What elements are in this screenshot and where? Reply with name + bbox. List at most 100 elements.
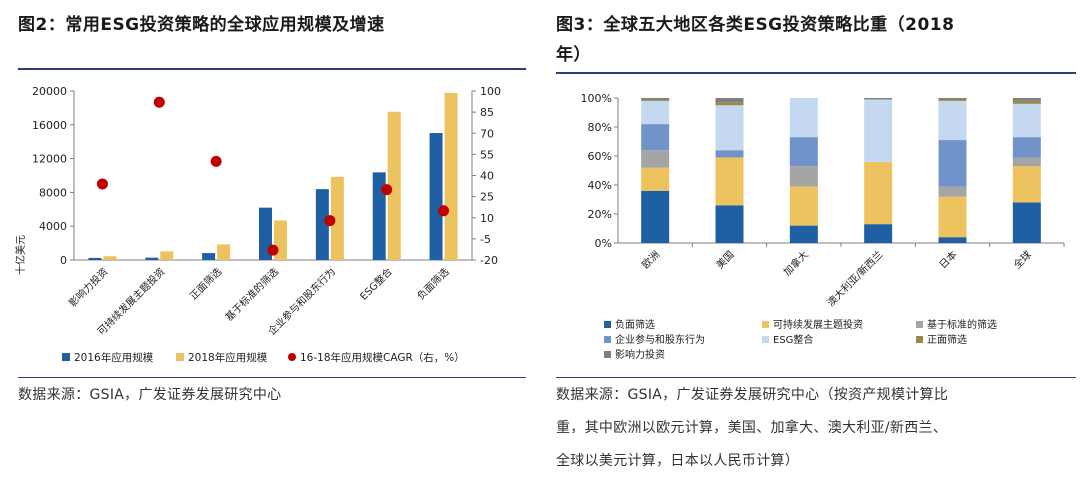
stacked-segment (1012, 157, 1041, 167)
y-tick-label: 80% (588, 121, 612, 134)
y-tick-label: 0% (595, 237, 612, 250)
stacked-segment (938, 140, 967, 187)
right-source-line-1: 数据来源：GSIA，广发证券发展研究中心（按资产规模计算比 (556, 387, 949, 403)
stacked-segment (938, 98, 967, 100)
stacked-segment (715, 105, 744, 151)
x-category-label: 影响力投资 (66, 265, 111, 310)
right-title-line-1: 图3：全球五大地区各类ESG投资策略比重（2018 (556, 15, 955, 35)
stacked-segment (1012, 166, 1041, 203)
right-y-tick-label: 70 (480, 127, 494, 140)
legend-swatch (762, 321, 769, 328)
legend-label: 2016年应用规模 (74, 351, 154, 364)
bar-2016 (145, 257, 159, 260)
stacked-segment (641, 99, 670, 101)
y-tick-label: 100% (581, 92, 612, 105)
x-category-label: 基于标准的筛选 (222, 265, 281, 324)
right-y-tick-label: 100 (480, 85, 501, 98)
stacked-segment (789, 186, 818, 226)
legend-label: 可持续发展主题投资 (773, 318, 863, 331)
left-y-tick-label: 16000 (32, 119, 67, 132)
right-title-line-2: 年） (556, 45, 591, 65)
legend-swatch (762, 336, 769, 343)
stacked-segment (1012, 202, 1041, 243)
bar-2018 (103, 256, 117, 260)
y-tick-label: 40% (588, 179, 612, 192)
cagr-dot (267, 244, 279, 256)
legend-swatch (288, 353, 296, 361)
stacked-segment (938, 99, 967, 101)
legend-swatch (604, 321, 611, 328)
stacked-segment (1012, 100, 1041, 104)
legend-label: 正面筛选 (927, 333, 967, 346)
x-category-label: 澳大利亚/新西兰 (824, 248, 885, 309)
left-y-tick-label: 8000 (39, 186, 67, 199)
stacked-segment (1012, 98, 1041, 101)
stacked-segment (715, 102, 744, 106)
bar-2018 (387, 111, 401, 260)
stacked-segment (938, 237, 967, 243)
left-chart: 十亿美元 0 4000 8000 12000 16000 20000 -20 -5 10 25 40… (14, 85, 501, 364)
stacked-segment (864, 99, 893, 162)
legend-label: 基于标准的筛选 (927, 318, 997, 331)
right-y-tick-label: 40 (480, 170, 494, 183)
x-category-label: 正面筛选 (187, 265, 224, 302)
stacked-segment (789, 225, 818, 243)
stacked-segment (938, 186, 967, 197)
y-axis-label: 十亿美元 (14, 235, 27, 275)
right-y-tick-label: 85 (480, 106, 494, 119)
x-category-label: 负面筛选 (414, 265, 451, 302)
stacked-segment (715, 98, 744, 103)
stacked-segment (641, 100, 670, 125)
left-title-rule (18, 68, 526, 70)
right-y-tick-label: 25 (480, 191, 494, 204)
legend-swatch (62, 353, 70, 361)
x-category-label: 日本 (936, 248, 959, 271)
bar-2016 (315, 189, 329, 260)
legend-swatch (176, 353, 184, 361)
stacked-segment (641, 167, 670, 191)
right-y-tick-label: -5 (480, 233, 491, 246)
stacked-segment (641, 190, 670, 243)
legend-swatch (604, 336, 611, 343)
left-source-note: 数据来源：GSIA，广发证券发展研究中心 (18, 387, 282, 403)
legend-swatch (916, 321, 923, 328)
x-category-label: 欧洲 (640, 249, 663, 272)
x-category-label: 全球 (1011, 248, 1034, 271)
right-y-tick-label: 10 (480, 212, 494, 225)
bar-2016 (429, 133, 443, 260)
y-tick-label: 60% (588, 150, 612, 163)
right-figure-panel: 图3：全球五大地区各类ESG投资策略比重（2018 年） 0% 20% 40% 60%… (552, 0, 1080, 477)
stacked-segment (789, 137, 818, 167)
stacked-segment (641, 124, 670, 151)
stacked-segment (864, 224, 893, 243)
left-y-tick-label: 12000 (32, 153, 67, 166)
right-source-line-2: 重，其中欧洲以欧元计算，美国、加拿大、澳大利亚/新西兰、 (556, 420, 948, 436)
right-y-tick-label: 55 (480, 148, 494, 161)
bar-2018 (217, 244, 231, 260)
legend-label: 负面筛选 (615, 318, 655, 331)
right-chart: 0% 20% 40% 60% 80% 100% 欧洲 美国 加拿大 澳大利亚/新西兰 日本 全球负面筛… (581, 92, 1065, 361)
legend-label: 影响力投资 (615, 348, 665, 361)
cagr-dot (210, 155, 222, 167)
stacked-segment (938, 100, 967, 141)
left-y-tick-label: 0 (60, 254, 67, 267)
x-category-label: 加拿大 (781, 248, 811, 278)
legend-swatch (604, 351, 611, 358)
stacked-segment (938, 196, 967, 238)
cagr-dot (381, 184, 393, 196)
stacked-segment (715, 150, 744, 158)
stacked-segment (864, 161, 893, 225)
right-title-rule (556, 72, 1076, 74)
bar-2016 (372, 172, 386, 260)
left-source-rule (18, 377, 526, 378)
cagr-dot (438, 205, 450, 217)
right-source-rule (556, 377, 1076, 378)
left-figure-panel: 图2：常用ESG投资策略的全球应用规模及增速 十亿美元 0 4000 8000 120… (0, 0, 528, 477)
right-source-note: 数据来源：GSIA，广发证券发展研究中心（按资产规模计算比 重，其中欧洲以欧元计… (556, 379, 1076, 478)
stacked-segment (789, 98, 818, 138)
stacked-segment (789, 166, 818, 187)
bar-2016 (88, 257, 102, 260)
left-y-tick-label: 20000 (32, 85, 67, 98)
bar-2016 (202, 253, 216, 260)
legend-label: 企业参与和股东行为 (615, 333, 705, 346)
